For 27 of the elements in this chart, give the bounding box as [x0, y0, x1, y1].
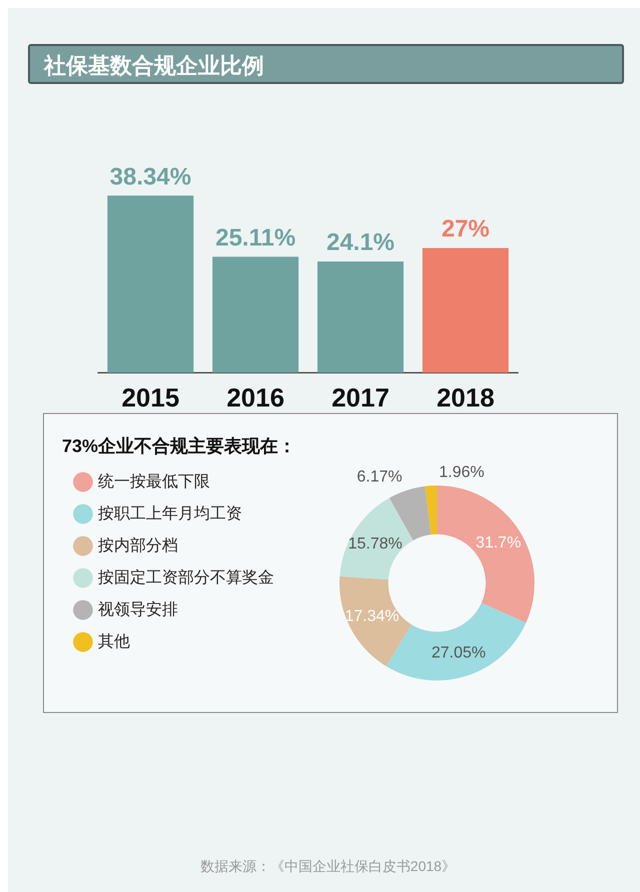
bar — [212, 256, 299, 373]
text: 73%企业不合规主要表现在： — [62, 435, 296, 458]
data-label: 24.1% — [326, 229, 395, 256]
bar — [317, 261, 404, 373]
bar — [107, 196, 194, 373]
legend-label: 统一按最低下限 — [98, 472, 210, 490]
data-label: 17.34% — [344, 608, 400, 625]
chart-title: 社保基数合规企业比例 — [28, 44, 624, 84]
source-note: 数据来源：《中国企业社保白皮书2018》 — [199, 858, 457, 876]
x-tick-label: 2017 — [332, 382, 390, 413]
x-tick-label: 2015 — [122, 382, 180, 413]
data-label: 1.96% — [439, 464, 484, 481]
legend-label: 视领导安排 — [98, 600, 178, 618]
legend-label: 按固定工资部分不算奖金 — [98, 568, 274, 586]
data-label: 38.34% — [110, 163, 192, 190]
legend-label: 按内部分档 — [98, 536, 178, 554]
data-label: 6.17% — [356, 468, 402, 486]
legend-label: 按职工上年月均工资 — [98, 504, 242, 522]
data-label: 15.78% — [348, 535, 402, 552]
x-tick-label: 2016 — [226, 382, 284, 413]
x-tick-label: 2018 — [436, 382, 494, 413]
data-label: 27% — [441, 216, 490, 243]
data-label: 27.05% — [431, 644, 486, 662]
data-label: 31.7% — [476, 534, 522, 552]
data-label: 25.11% — [215, 224, 296, 252]
bar — [422, 248, 509, 373]
legend-label: 其他 — [98, 632, 130, 650]
